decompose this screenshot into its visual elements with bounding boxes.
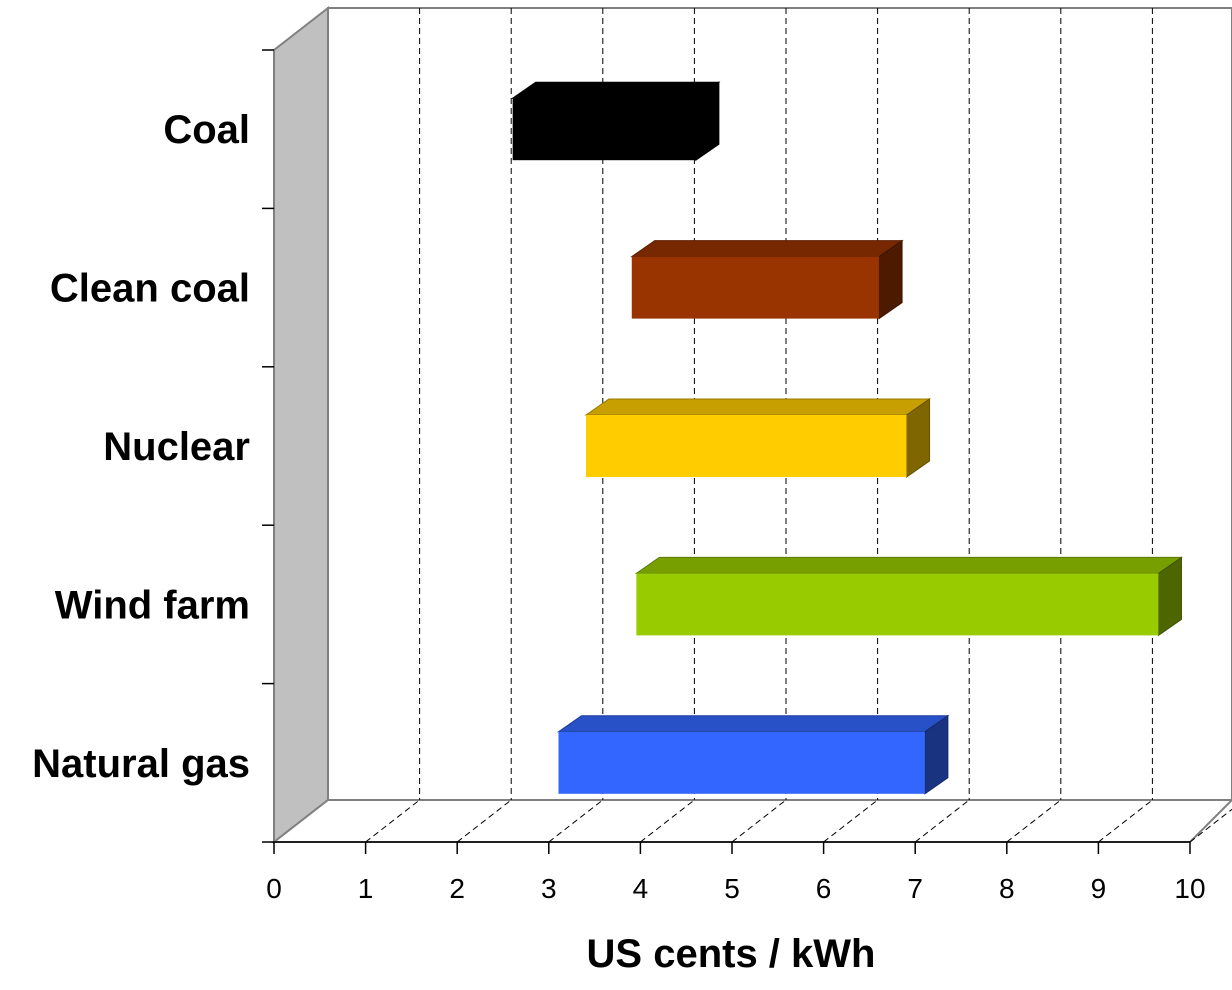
- x-tick-labels: 0 1 2 3 4 5 6 7 8 9 10: [266, 873, 1205, 904]
- bar-natural-gas: [556, 714, 950, 795]
- x-tick-label: 2: [449, 873, 465, 904]
- bar-coal: [511, 81, 721, 162]
- category-label: Wind farm: [55, 583, 250, 627]
- bar-top-face: [511, 81, 721, 99]
- x-tick-label: 7: [907, 873, 923, 904]
- bar-wind-farm: [634, 556, 1184, 637]
- x-tick-label: 5: [724, 873, 740, 904]
- gridline-floor: [456, 799, 512, 843]
- bar-front-face: [558, 731, 925, 794]
- axes: [262, 49, 1191, 854]
- gridline-floor: [823, 799, 878, 843]
- x-axis-title: US cents / kWh: [587, 932, 876, 976]
- x-tick-label: 8: [999, 873, 1015, 904]
- bar-top-face: [634, 556, 1184, 574]
- bar-front-face: [636, 573, 1159, 636]
- bar-front-face: [512, 98, 696, 161]
- bar-front-face: [585, 415, 907, 477]
- gridline-floor: [1189, 808, 1232, 843]
- bar-nuclear: [584, 398, 932, 478]
- bar-clean-coal: [630, 239, 904, 320]
- category-label: Clean coal: [50, 267, 250, 311]
- gridline-floor: [1098, 799, 1153, 843]
- x-tick-label: 0: [266, 873, 282, 904]
- category-labels: Coal Clean coal Nuclear Wind farm Natural ga…: [32, 108, 250, 786]
- x-tick-label: 4: [633, 873, 649, 904]
- bar-top-face: [556, 715, 950, 733]
- gridline-floor: [548, 799, 604, 843]
- gridline-floor: [365, 799, 420, 843]
- x-tick-label: 6: [816, 873, 832, 904]
- bars: [511, 81, 1184, 795]
- side-wall: [273, 5, 329, 845]
- bar-front-face: [631, 256, 880, 319]
- bar-top-face: [630, 240, 904, 258]
- gridline-floor: [640, 799, 695, 843]
- category-label: Nuclear: [103, 425, 250, 469]
- bar-top-face: [584, 398, 932, 416]
- floor: [271, 799, 1232, 843]
- category-label: Natural gas: [32, 742, 250, 786]
- x-tick-label: 9: [1091, 873, 1107, 904]
- gridline-floor: [914, 799, 970, 843]
- x-tick-label: 1: [358, 873, 374, 904]
- category-label: Coal: [163, 108, 250, 152]
- gridline-floor: [731, 799, 787, 843]
- x-tick-label: 10: [1174, 873, 1205, 904]
- gridline-floor: [1006, 799, 1062, 843]
- x-tick-label: 3: [541, 873, 557, 904]
